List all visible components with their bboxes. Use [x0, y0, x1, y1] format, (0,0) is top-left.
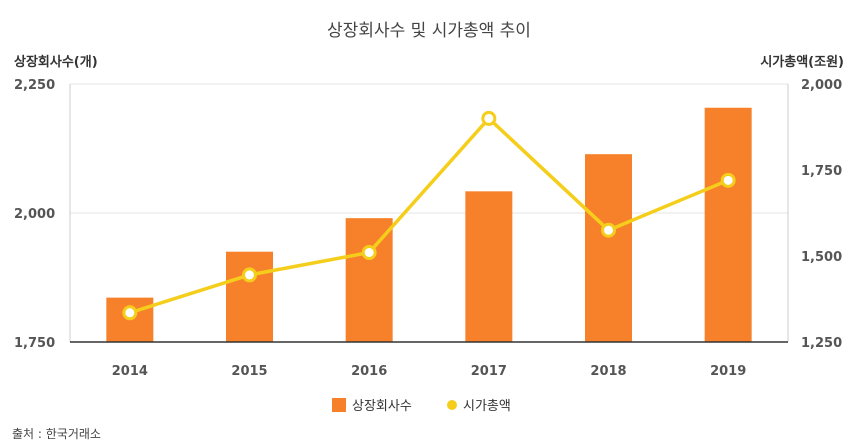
legend-label-line: 시가총액	[463, 399, 511, 414]
left-axis-ticks: 1,750 2,000 2,250	[14, 78, 55, 351]
right-tick-label: 2,000	[801, 78, 842, 93]
x-tick-label: 2018	[590, 364, 626, 379]
x-tick-label: 2016	[351, 364, 387, 379]
right-axis-title: 시가총액(조원)	[760, 54, 844, 70]
right-tick-label: 1,250	[801, 336, 842, 351]
bar-2015	[226, 251, 273, 342]
legend-swatch-line	[447, 400, 457, 410]
left-axis-title: 상장회사수(개)	[14, 54, 98, 70]
bar-2018	[585, 154, 632, 342]
legend: 상장회사수 시가총액	[332, 398, 511, 414]
line-path	[129, 116, 729, 315]
point-2017	[481, 110, 497, 126]
x-tick-label: 2019	[710, 364, 746, 379]
line-series	[122, 110, 736, 321]
x-tick-label: 2014	[112, 364, 148, 379]
point-2015	[242, 267, 257, 283]
x-tick-label: 2017	[471, 364, 507, 379]
point-2014	[122, 305, 138, 321]
bar-2019	[704, 107, 752, 343]
point-2018	[601, 222, 616, 238]
x-axis-ticks: 2014 2015 2016 2017 2018 2019	[112, 364, 747, 379]
right-tick-label: 1,500	[801, 250, 842, 265]
chart-title: 상장회사수 및 시가총액 추이	[327, 21, 531, 41]
left-tick-label: 2,000	[14, 207, 55, 222]
right-axis-ticks: 1,250 1,500 1,750 2,000	[801, 78, 842, 351]
legend-swatch-bar	[332, 398, 346, 412]
bar-2016	[345, 218, 393, 342]
point-2019	[720, 172, 736, 188]
left-tick-label: 1,750	[14, 336, 55, 351]
point-2016	[361, 245, 377, 261]
x-tick-label: 2015	[231, 364, 267, 379]
bar-2017	[465, 191, 513, 342]
gridlines	[69, 83, 789, 342]
left-tick-label: 2,250	[14, 78, 55, 93]
bar-series	[70, 107, 788, 343]
source-note: 출처 : 한국거래소	[12, 427, 101, 441]
legend-label-bar: 상장회사수	[352, 399, 412, 414]
right-tick-label: 1,750	[801, 164, 842, 179]
